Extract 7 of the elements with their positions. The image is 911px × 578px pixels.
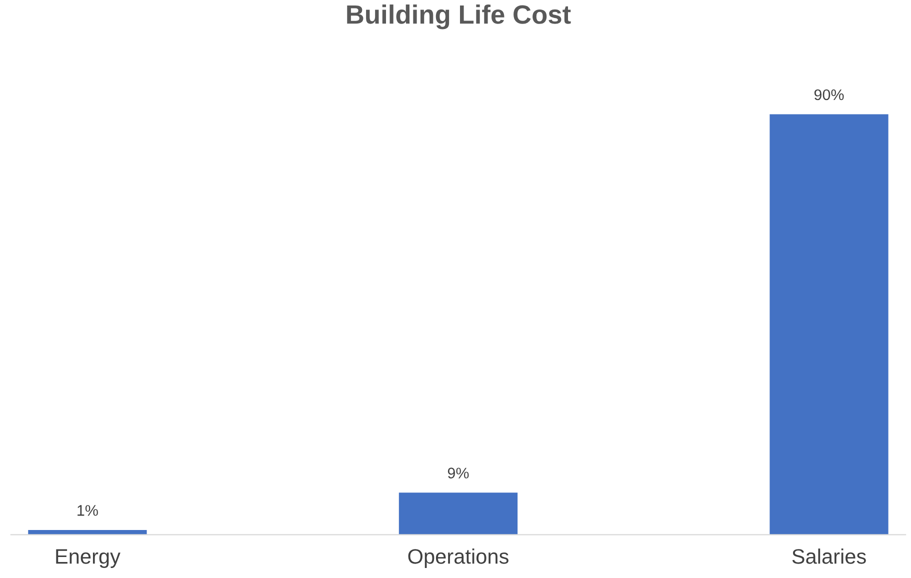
chart-title: Building Life Cost	[347, 4, 571, 30]
x-tick-label: Energy	[56, 549, 120, 568]
x-tick-label: Salaries	[792, 548, 866, 564]
x-tick-label: Operations	[408, 548, 508, 568]
data-label: 90%	[814, 89, 844, 100]
data-label: 1%	[78, 505, 98, 516]
data-label: 9%	[448, 468, 469, 478]
